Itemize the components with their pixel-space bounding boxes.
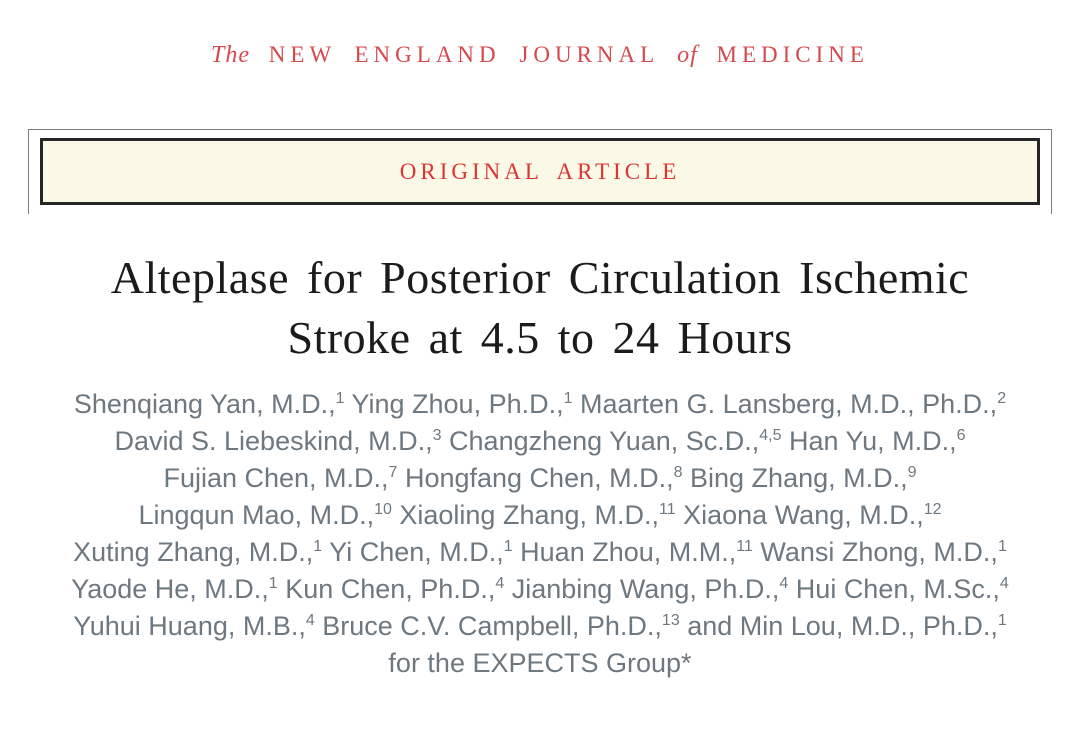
affiliation-superscript: 4 [495,575,505,592]
affiliation-superscript: 3 [432,427,442,444]
affiliation-superscript: 1 [563,390,573,407]
author-line: Fujian Chen, M.D.,7 Hongfang Chen, M.D.,… [0,460,1080,497]
affiliation-superscript: 1 [313,538,323,555]
journal-masthead: The NEW ENGLAND JOURNAL of MEDICINE [0,0,1080,69]
affiliation-superscript: 7 [388,464,398,481]
author-name-degree: Shenqiang Yan, M.D., [73,389,336,419]
author-name-degree: Yuhui Huang, M.B., [73,611,306,641]
affiliation-superscript: 4,5 [759,427,782,444]
affiliation-superscript: 1 [503,538,513,555]
affiliation-superscript: 4 [999,575,1009,592]
author-name-degree: Hongfang Chen, M.D., [397,463,674,493]
author-name-degree: and Min Lou, M.D., Ph.D., [679,611,998,641]
author-list: Shenqiang Yan, M.D.,1 Ying Zhou, Ph.D.,1… [0,386,1080,682]
affiliation-superscript: 1 [335,390,345,407]
author-lines: Shenqiang Yan, M.D.,1 Ying Zhou, Ph.D.,1… [0,386,1080,645]
author-name-degree: Hui Chen, M.Sc., [788,574,1000,604]
affiliation-superscript: 6 [956,427,966,444]
article-type-banner: ORIGINAL ARTICLE [40,138,1040,205]
article-title: Alteplase for Posterior Circulation Isch… [20,248,1060,368]
affiliation-superscript: 1 [268,575,278,592]
author-name-degree: Xiaona Wang, M.D., [675,500,924,530]
affiliation-superscript: 9 [907,464,917,481]
article-type-label: ORIGINAL ARTICLE [399,158,681,184]
author-line: Yaode He, M.D.,1 Kun Chen, Ph.D.,4 Jianb… [0,571,1080,608]
author-name-degree: Huan Zhou, M.M., [512,537,737,567]
masthead-journal-name-1: NEW ENGLAND JOURNAL [268,42,659,67]
affiliation-superscript: 11 [736,538,753,555]
affiliation-superscript: 2 [997,390,1007,407]
affiliation-superscript: 13 [661,612,680,629]
author-name-degree: Xuting Zhang, M.D., [73,537,314,567]
author-name-degree: Ying Zhou, Ph.D., [344,389,564,419]
masthead-word-the: The [211,42,251,68]
author-name-degree: Han Yu, M.D., [781,426,957,456]
author-line: David S. Liebeskind, M.D.,3 Changzheng Y… [0,423,1080,460]
author-name-degree: Bing Zhang, M.D., [682,463,908,493]
affiliation-superscript: 1 [997,612,1007,629]
author-line: Lingqun Mao, M.D.,10 Xiaoling Zhang, M.D… [0,497,1080,534]
author-name-degree: Fujian Chen, M.D., [163,463,389,493]
masthead-word-of: of [677,42,698,68]
author-name-degree: Lingqun Mao, M.D., [138,500,375,530]
affiliation-superscript: 10 [374,501,392,518]
author-line: Yuhui Huang, M.B.,4 Bruce C.V. Campbell,… [0,608,1080,645]
author-name-degree: Wansi Zhong, M.D., [752,537,998,567]
author-name-degree: Xiaoling Zhang, M.D., [391,500,660,530]
author-name-degree: Jianbing Wang, Ph.D., [504,574,780,604]
affiliation-superscript: 11 [659,501,676,518]
author-name-degree: Yi Chen, M.D., [322,537,504,567]
affiliation-superscript: 4 [779,575,789,592]
affiliation-superscript: 8 [673,464,683,481]
masthead-journal-name-2: MEDICINE [716,42,869,67]
author-name-degree: David S. Liebeskind, M.D., [114,426,433,456]
author-name-degree: Maarten G. Lansberg, M.D., Ph.D., [572,389,998,419]
author-name-degree: Changzheng Yuan, Sc.D., [441,426,760,456]
study-group-line: for the EXPECTS Group* [388,648,692,678]
author-line: Xuting Zhang, M.D.,1 Yi Chen, M.D.,1 Hua… [0,534,1080,571]
author-name-degree: Kun Chen, Ph.D., [277,574,496,604]
article-title-line-2: Stroke at 4.5 to 24 Hours [287,312,793,363]
author-line: Shenqiang Yan, M.D.,1 Ying Zhou, Ph.D.,1… [0,386,1080,423]
article-type-banner-frame: ORIGINAL ARTICLE [28,129,1052,214]
affiliation-superscript: 4 [305,612,315,629]
author-name-degree: Bruce C.V. Campbell, Ph.D., [314,611,662,641]
affiliation-superscript: 12 [923,501,942,518]
affiliation-superscript: 1 [997,538,1007,555]
author-name-degree: Yaode He, M.D., [71,574,269,604]
article-title-line-1: Alteplase for Posterior Circulation Isch… [110,252,970,303]
